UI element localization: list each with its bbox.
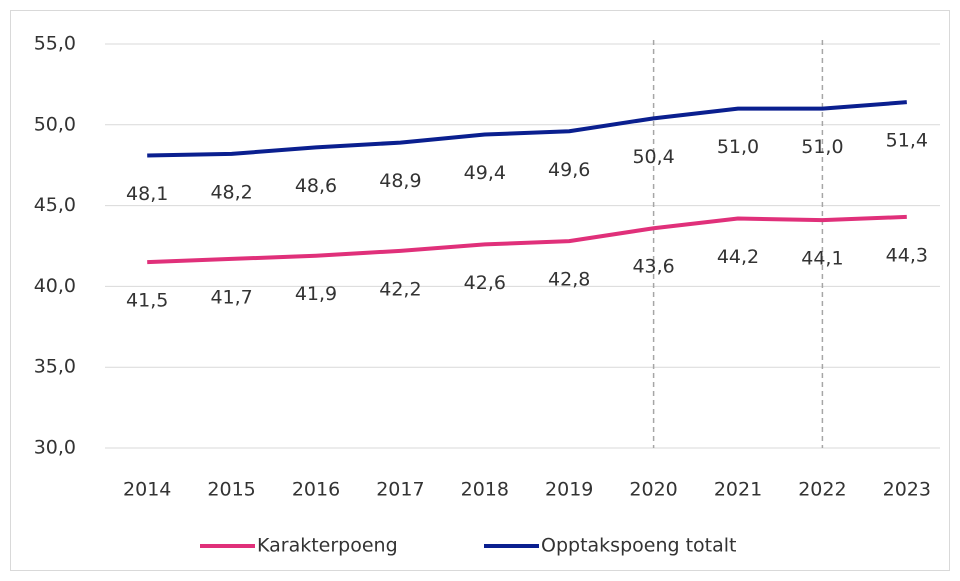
data-label: 44,1: [801, 248, 843, 270]
data-label: 50,4: [632, 146, 674, 168]
data-label: 51,4: [886, 130, 928, 152]
data-label: 49,4: [464, 162, 506, 184]
x-tick-label: 2019: [545, 479, 593, 501]
data-label: 42,6: [464, 272, 506, 294]
x-tick-label: 2017: [376, 479, 424, 501]
y-tick-label: 40,0: [34, 275, 76, 297]
chart-frame: [10, 10, 950, 571]
data-label: 51,0: [801, 136, 843, 158]
x-tick-label: 2021: [714, 479, 762, 501]
legend-label: Opptakspoeng totalt: [541, 535, 736, 557]
y-tick-label: 50,0: [34, 113, 76, 135]
x-tick-label: 2014: [123, 479, 171, 501]
x-tick-label: 2023: [883, 479, 931, 501]
y-tick-label: 45,0: [34, 194, 76, 216]
data-label: 41,9: [295, 283, 337, 305]
data-label: 44,3: [886, 244, 928, 266]
x-tick-label: 2022: [798, 479, 846, 501]
data-label: 48,6: [295, 175, 337, 197]
x-tick-label: 2016: [292, 479, 340, 501]
data-label: 48,1: [126, 183, 168, 205]
data-label: 43,6: [632, 256, 674, 278]
data-label: 48,9: [379, 170, 421, 192]
data-label: 48,2: [210, 181, 252, 203]
data-label: 42,8: [548, 269, 590, 291]
data-label: 51,0: [717, 136, 759, 158]
y-tick-label: 30,0: [34, 437, 76, 459]
data-label: 42,2: [379, 278, 421, 300]
y-tick-label: 55,0: [34, 33, 76, 55]
series-line: [147, 214, 907, 265]
data-label: 41,7: [210, 286, 252, 308]
series-line: [147, 100, 907, 158]
data-label: 44,2: [717, 246, 759, 268]
x-tick-label: 2015: [207, 479, 255, 501]
data-label: 41,5: [126, 290, 168, 312]
legend-label: Karakterpoeng: [257, 535, 398, 557]
data-label: 49,6: [548, 159, 590, 181]
x-tick-label: 2020: [629, 479, 677, 501]
y-tick-label: 35,0: [34, 356, 76, 378]
x-tick-label: 2018: [461, 479, 509, 501]
